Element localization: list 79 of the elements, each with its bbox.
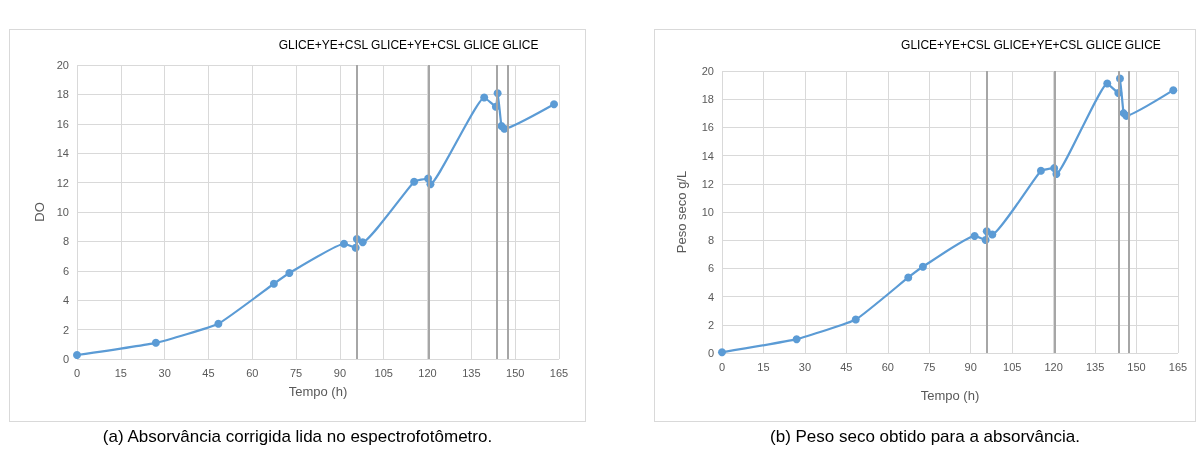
x-tick-label: 105 (1003, 360, 1022, 373)
x-tick-label: 90 (964, 360, 977, 373)
x-tick-label: 150 (506, 366, 525, 379)
point (340, 239, 348, 248)
point (410, 177, 419, 186)
y-tick-label: 16 (56, 117, 69, 130)
ref-line-label: GLICE (1085, 38, 1122, 52)
y-tick-label: 2 (707, 318, 714, 331)
ref-line-label: GLICE+YE+CSL (371, 38, 461, 52)
y-tick-label: 6 (62, 264, 69, 277)
y-tick-label: 20 (56, 59, 69, 71)
y-tick-label: 14 (56, 147, 69, 160)
point (904, 273, 913, 282)
y-tick-label: 8 (62, 235, 69, 248)
x-tick-label: 45 (840, 360, 853, 373)
x-tick-label: 75 (923, 360, 936, 373)
x-tick-label: 90 (333, 366, 347, 379)
x-tick-label: 150 (1127, 360, 1146, 373)
point (480, 93, 489, 102)
ref-line-label: GLICE (463, 38, 500, 52)
y-tick-label: 12 (701, 177, 714, 190)
x-tick-label: 135 (1085, 360, 1105, 373)
x-tick-label: 75 (289, 366, 303, 379)
y-tick-label: 0 (707, 347, 714, 359)
point (970, 231, 979, 240)
point (269, 279, 278, 288)
x-tick-label: 30 (798, 360, 812, 373)
y-axis-title: DO (31, 202, 47, 222)
y-tick-label: 18 (701, 93, 714, 106)
point (550, 100, 559, 109)
y-axis-title: Peso seco g/L (674, 170, 689, 254)
y-tick-label: 14 (701, 149, 714, 162)
point (358, 238, 367, 247)
y-tick-label: 10 (701, 206, 714, 218)
point (1036, 166, 1045, 175)
x-axis-title: Tempo (h) (288, 384, 348, 399)
x-tick-label: 120 (418, 366, 437, 379)
ref-line-label: GLICE+YE+CSL (278, 38, 369, 52)
x-tick-label: 15 (114, 366, 127, 379)
x-tick-label: 60 (881, 360, 894, 373)
x-tick-label: 135 (462, 366, 481, 379)
text: (b) Peso seco obtido para a absorvância. (769, 427, 1081, 447)
point (1103, 79, 1112, 88)
y-tick-label: 4 (707, 290, 714, 303)
y-tick-label: 10 (56, 206, 69, 218)
y-tick-label: 18 (56, 88, 69, 101)
x-tick-label: 105 (374, 366, 393, 379)
y-tick-label: 16 (701, 121, 714, 134)
point (918, 262, 927, 271)
y-tick-label: 12 (56, 176, 69, 189)
y-tick-label: 6 (707, 262, 714, 275)
ref-line-label: GLICE+YE+CSL (901, 38, 991, 52)
x-tick-label: 15 (757, 360, 770, 373)
y-tick-label: 4 (62, 294, 69, 307)
ref-line-label: GLICE (502, 38, 539, 52)
x-tick-label: 165 (549, 366, 569, 379)
point (151, 338, 160, 347)
x-tick-label: 60 (246, 366, 259, 379)
x-tick-label: 165 (1168, 360, 1188, 373)
x-tick-label: 30 (158, 366, 171, 379)
text: (a) Absorvância corrigida lida no espectrofotômetro. (101, 427, 494, 447)
point (851, 315, 860, 324)
point (285, 269, 294, 277)
point (1169, 86, 1178, 95)
ref-line-label: GLICE (1124, 38, 1161, 52)
x-tick-label: 45 (202, 366, 215, 379)
ref-line-label: GLICE+YE+CSL (993, 38, 1084, 52)
y-tick-label: 2 (62, 323, 69, 336)
x-tick-label: 0 (73, 366, 81, 379)
y-tick-label: 8 (707, 234, 714, 247)
y-tick-label: 20 (701, 65, 714, 77)
point (214, 319, 223, 328)
x-tick-label: 0 (718, 360, 726, 373)
x-axis-title: Tempo (h) (920, 388, 980, 403)
point (73, 351, 81, 360)
point (988, 230, 997, 239)
point (792, 335, 801, 344)
point (718, 348, 726, 357)
x-tick-label: 120 (1044, 360, 1063, 373)
